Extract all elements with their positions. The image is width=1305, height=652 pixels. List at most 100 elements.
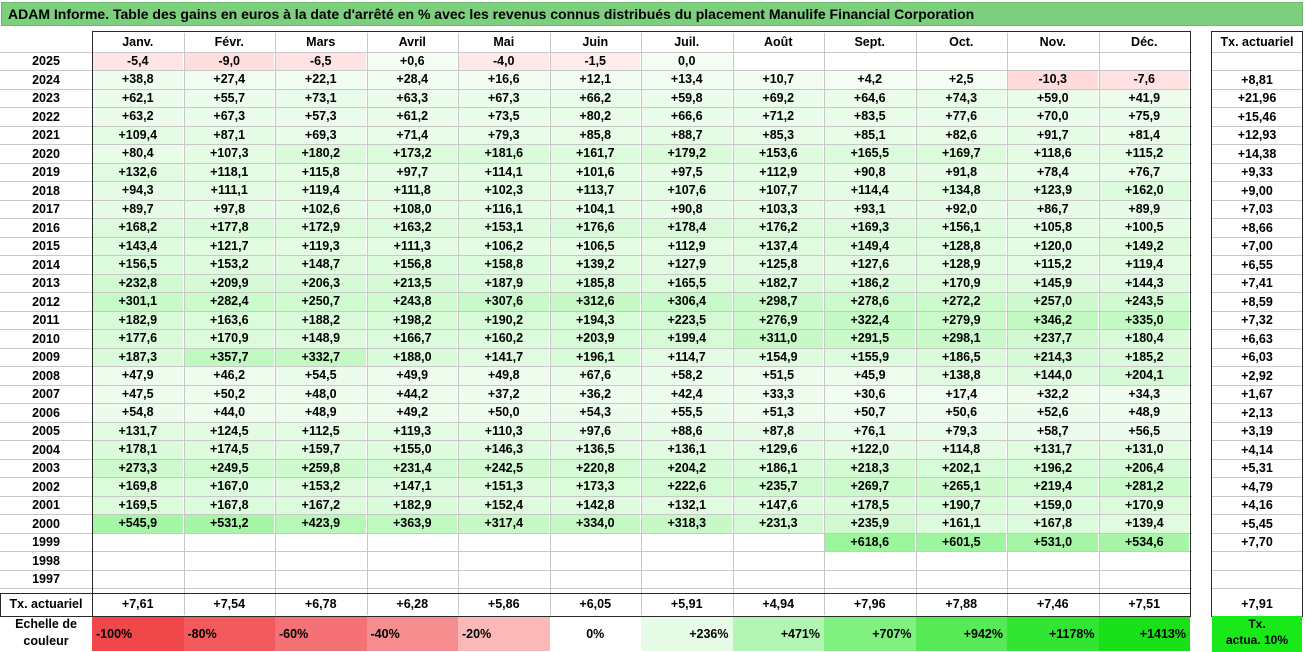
grid-line [366,33,368,615]
rate-gap [1192,31,1211,617]
table-cell: +49,8 [459,367,549,385]
table-cell: +0,6 [367,52,457,70]
row-year: 2006 [32,405,60,420]
table-cell: +127,6 [825,256,915,274]
table-cell: +85,3 [733,126,823,144]
table-cell: +80,4 [93,145,183,163]
table-cell: +115,2 [1008,256,1098,274]
table-cell: +534,6 [1099,533,1189,551]
table-cell: +70,0 [1008,108,1098,126]
table-cell: +54,5 [276,367,366,385]
table-cell: +123,9 [1008,182,1098,200]
table-cell: +190,7 [916,496,1006,514]
row-rate: +7,00 [1241,239,1273,253]
table-cell [184,533,274,551]
table-cell: +163,6 [184,311,274,329]
table-cell: +278,6 [825,293,915,311]
row-rate [1211,570,1303,588]
table-cell: +141,7 [459,348,549,366]
table-cell: +167,0 [184,478,274,496]
table-cell: +146,3 [459,441,549,459]
table-cell: +131,0 [1099,441,1189,459]
grid-line [0,236,1303,238]
table-cell: +153,6 [733,145,823,163]
row-rate: +1,67 [1241,387,1273,401]
table-cell: +119,3 [276,237,366,255]
row-rate: +7,03 [1241,202,1273,216]
table-cell: +148,7 [276,256,366,274]
row-rate: +21,96 [1237,91,1277,105]
grid-line [1098,33,1100,615]
table-cell: +265,1 [916,478,1006,496]
grid-line [92,33,93,615]
grid-line [0,51,1303,53]
grid-line [0,292,1303,293]
table-cell [916,552,1006,570]
table-cell: +12,1 [550,71,640,89]
table-cell: +148,9 [276,330,366,348]
table-cell: +144,3 [1099,274,1189,292]
table-cell: +206,3 [276,274,366,292]
table-cell: +97,7 [367,163,457,181]
table-cell [1008,552,1098,570]
footer-cell: +7,51 [1128,596,1161,611]
table-cell: +30,6 [825,385,915,403]
grid-line [0,70,1303,71]
row-year: 2008 [32,368,60,383]
table-cell [1008,570,1098,588]
grid-line [915,33,917,615]
grid-line [0,273,1303,275]
table-cell: +187,9 [459,274,549,292]
table-cell: +4,2 [825,71,915,89]
table-cell: +147,1 [367,478,457,496]
table-cell: +282,4 [184,293,274,311]
table-cell: +71,2 [733,108,823,126]
table-cell: +298,1 [916,330,1006,348]
table-cell [276,533,366,551]
grid-line [0,199,1303,201]
table-cell: +249,5 [184,459,274,477]
grid-line [0,440,1303,441]
color-scale-label: Echelle de couleur [2,616,90,652]
month-header: Juil. [674,35,700,49]
footer-cell: +6,78 [304,596,337,611]
row-year: 2012 [32,294,60,309]
table-cell: +132,6 [93,163,183,181]
table-cell: +66,2 [550,89,640,107]
table-cell [550,570,640,588]
table-cell: +85,8 [550,126,640,144]
table-cell: +48,9 [1099,404,1189,422]
table-cell: +46,2 [184,367,274,385]
rate-header: Tx. actuariel [1220,35,1294,49]
grid-line [0,218,1303,219]
table-cell: +50,6 [916,404,1006,422]
month-header: Mars [306,35,336,49]
table-cell: +177,8 [184,219,274,237]
table-cell: +82,6 [916,126,1006,144]
grid-line [0,181,1303,182]
table-cell: +235,7 [733,478,823,496]
row-year: 1999 [32,535,60,549]
table-cell: +188,0 [367,348,457,366]
table-cell: +22,1 [276,71,366,89]
table-cell [276,552,366,570]
table-cell: +74,3 [916,89,1006,107]
table-cell: +85,1 [825,126,915,144]
month-header: Août [764,35,793,49]
table-cell: +219,4 [1008,478,1098,496]
table-cell: +178,1 [93,441,183,459]
month-header: Oct. [949,35,974,49]
footer-cell: +4,94 [762,596,795,611]
footer-cell: +5,86 [487,596,520,611]
color-scale-swatch: 0% [549,617,641,651]
table-cell: +145,9 [1008,274,1098,292]
table-cell: +176,2 [733,219,823,237]
table-cell: +131,7 [93,422,183,440]
table-cell: +601,5 [916,533,1006,551]
table-cell: +37,2 [459,385,549,403]
table-cell: +45,9 [825,367,915,385]
table-cell [550,533,640,551]
table-cell: +94,3 [93,182,183,200]
table-cell [93,570,183,588]
row-rate: +7,70 [1241,535,1273,549]
